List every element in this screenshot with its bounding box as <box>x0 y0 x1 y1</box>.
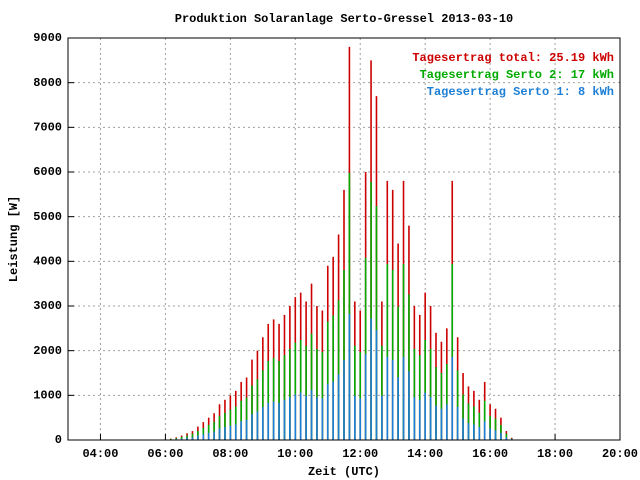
y-tick-label: 1000 <box>33 389 62 403</box>
legend-entry: Tagesertrag total: 25.19 kWh <box>412 51 614 65</box>
x-axis-label: Zeit (UTC) <box>308 465 380 479</box>
y-tick-label: 9000 <box>33 31 62 45</box>
y-tick-label: 0 <box>55 433 62 447</box>
chart-title: Produktion Solaranlage Serto-Gressel 201… <box>175 12 513 26</box>
y-tick-label: 6000 <box>33 165 62 179</box>
legend-entry: Tagesertrag Serto 2: 17 kWh <box>420 68 614 82</box>
x-tick-label: 12:00 <box>342 447 378 461</box>
y-tick-label: 7000 <box>33 121 62 135</box>
x-tick-label: 08:00 <box>212 447 248 461</box>
x-tick-label: 14:00 <box>407 447 443 461</box>
y-tick-label: 4000 <box>33 255 62 269</box>
x-tick-label: 20:00 <box>602 447 638 461</box>
y-tick-label: 3000 <box>33 299 62 313</box>
x-tick-label: 16:00 <box>472 447 508 461</box>
y-axis-label: Leistung [W] <box>7 196 21 282</box>
x-tick-label: 06:00 <box>147 447 183 461</box>
y-tick-label: 2000 <box>33 344 62 358</box>
x-tick-label: 04:00 <box>82 447 118 461</box>
legend-entry: Tagesertrag Serto 1: 8 kWh <box>427 85 614 99</box>
plot-frame <box>67 37 621 441</box>
y-tick-label: 8000 <box>33 76 62 90</box>
x-tick-label: 18:00 <box>537 447 573 461</box>
x-tick-label: 10:00 <box>277 447 313 461</box>
y-tick-label: 5000 <box>33 210 62 224</box>
